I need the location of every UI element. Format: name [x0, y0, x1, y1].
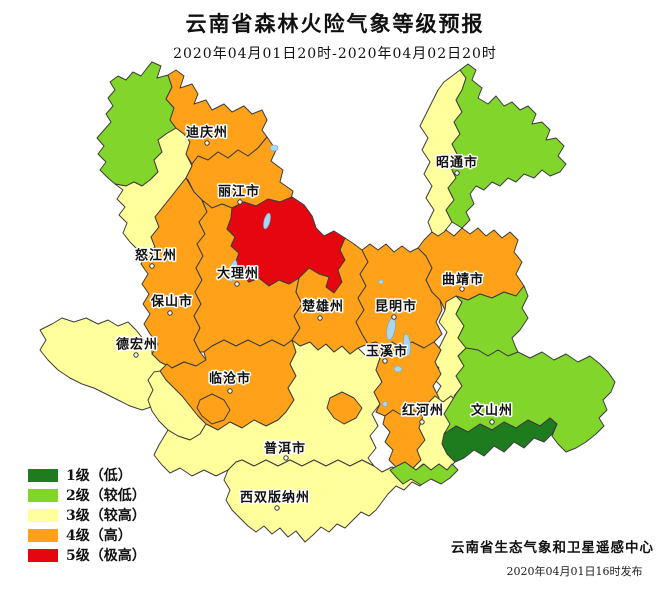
- honghe-south-green: [389, 461, 459, 486]
- region-label: 迪庆州: [186, 125, 228, 141]
- city-marker-dot: [419, 419, 425, 425]
- qilu-lake: [393, 365, 403, 373]
- legend-item-level3: 3级（较高）: [28, 505, 146, 525]
- honghe-small-lake: [382, 401, 388, 407]
- city-marker-dot: [382, 358, 388, 364]
- honghe-west-orange: [382, 409, 426, 469]
- region-label-group: 大理州: [215, 264, 260, 287]
- region-label-group: 迪庆州: [184, 123, 229, 146]
- region-label: 临沧市: [209, 371, 251, 387]
- region-label: 怒江州: [135, 248, 177, 264]
- region-label: 丽江市: [218, 184, 260, 200]
- puer-north-orange-a: [196, 393, 231, 425]
- region-label-group: 昭通市: [434, 153, 479, 176]
- small-lake-ne: [378, 279, 384, 285]
- region-label: 保山市: [150, 294, 193, 310]
- city-marker-dot: [489, 419, 495, 425]
- lugu-lake: [269, 144, 279, 152]
- region-label-group: 临沧市: [207, 369, 252, 394]
- page-title: 云南省森林火险气象等级预报: [185, 11, 485, 36]
- region-label: 昆明市: [375, 299, 417, 315]
- kunming-orange: [355, 243, 443, 349]
- city-marker-dot: [133, 352, 139, 358]
- fire-risk-legend: 1级（低） 2级（较低） 3级（较高） 4级（高） 5级（极高）: [28, 465, 146, 565]
- legend-swatch-level1: [28, 468, 58, 482]
- title-block: 云南省森林火险气象等级预报 2020年04月01日20时-2020年04月02日…: [0, 8, 670, 63]
- region-label-group: 楚雄州: [300, 297, 345, 321]
- legend-item-level1: 1级（低）: [28, 465, 146, 485]
- legend-item-level2: 2级（较低）: [28, 485, 146, 505]
- region-label: 德宏州: [116, 337, 158, 353]
- region-label: 楚雄州: [302, 299, 344, 315]
- city-marker-dot: [237, 199, 243, 205]
- puer-north-orange-b: [326, 391, 363, 425]
- region-label-group: 红河州: [400, 401, 445, 425]
- legend-item-level4: 4级（高）: [28, 525, 146, 545]
- region-label: 西双版纳州: [240, 490, 310, 506]
- qujing-southeast-green: [455, 285, 529, 357]
- region-label-group: 西双版纳州: [238, 488, 311, 511]
- forecast-period: 2020年04月01日20时-2020年04月02日20时: [173, 46, 497, 62]
- city-marker-dot: [227, 388, 233, 394]
- city-marker-dot: [204, 140, 210, 146]
- city-marker-dot: [234, 281, 240, 287]
- region-label-group: 文山州: [469, 401, 514, 425]
- region-label-group: 昆明市: [373, 297, 418, 320]
- issue-time: 2020年04月01日16时发布: [506, 565, 643, 578]
- city-marker-dot: [391, 314, 397, 320]
- region-label: 大理州: [217, 266, 259, 282]
- legend-label-level5: 5级（极高）: [66, 548, 146, 564]
- region-label-group: 保山市: [148, 292, 194, 316]
- city-marker-dot: [454, 170, 460, 176]
- region-label: 曲靖市: [442, 272, 484, 288]
- legend-swatch-level3: [28, 508, 58, 522]
- legend-item-level5: 5级（极高）: [28, 545, 146, 565]
- wenshan-south-dark-green: [441, 417, 558, 463]
- region-label: 昭通市: [436, 155, 478, 171]
- footer-block: 云南省生态气象和卫星遥感中心 2020年04月01日16时发布: [445, 536, 660, 579]
- legend-swatch-level5: [28, 548, 58, 562]
- legend-label-level1: 1级（低）: [66, 468, 132, 484]
- region-label-group: 怒江州: [133, 246, 178, 269]
- region-label: 玉溪市: [366, 344, 408, 360]
- wenshan-light-green: [443, 347, 616, 453]
- city-marker-dot: [283, 455, 289, 461]
- region-label: 普洱市: [264, 441, 306, 457]
- region-label-group: 普洱市: [262, 439, 307, 461]
- legend-label-level3: 3级（较高）: [66, 508, 146, 524]
- legend-label-level2: 2级（较低）: [66, 488, 146, 504]
- xishuangbanna-yellow: [223, 459, 429, 543]
- city-marker-dot: [167, 310, 173, 316]
- region-label-group: 德宏州: [114, 335, 159, 358]
- erhai-lake: [228, 259, 238, 283]
- region-label-group: 玉溪市: [364, 342, 409, 364]
- jianchuan-lake: [263, 212, 271, 230]
- region-label-group: 丽江市: [216, 182, 261, 205]
- fuxian-lake: [403, 333, 411, 357]
- city-marker-dot: [459, 286, 465, 292]
- city-marker-dot: [274, 505, 280, 511]
- region-label-group: 曲靖市: [440, 270, 485, 292]
- region-label: 文山州: [471, 403, 513, 419]
- issuing-org: 云南省生态气象和卫星遥感中心: [451, 540, 654, 556]
- region-label: 红河州: [402, 403, 444, 419]
- city-marker-dot: [317, 315, 323, 321]
- zhaotong-east-green: [445, 63, 567, 229]
- legend-swatch-level2: [28, 488, 58, 502]
- legend-label-level4: 4级（高）: [66, 528, 132, 544]
- legend-swatch-level4: [28, 528, 58, 542]
- city-marker-dot: [149, 263, 155, 269]
